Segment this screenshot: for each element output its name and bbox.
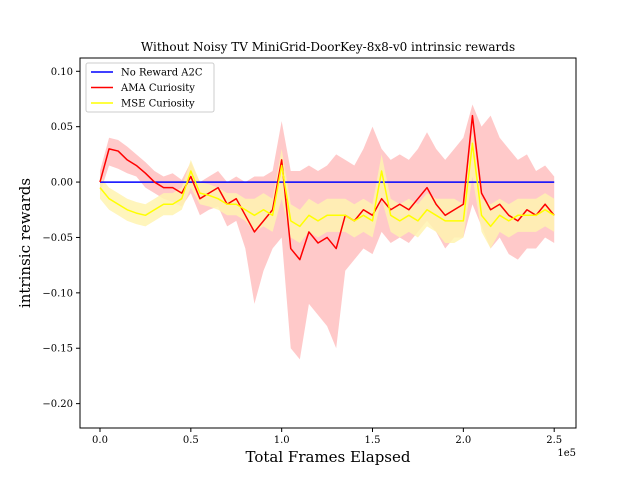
- legend-label-0: No Reward A2C: [121, 68, 203, 79]
- x-axis: 0.0 0.5 1.0 1.5 2.0 2.5: [92, 428, 562, 446]
- series-lines: [99, 114, 555, 261]
- y-tick-label: 0.00: [51, 178, 73, 189]
- plot-area: [79, 57, 577, 429]
- chart-title: Without Noisy TV MiniGrid-DoorKey-8x8-v0…: [141, 40, 515, 54]
- plot-frame: [79, 57, 577, 429]
- y-tick-label: 0.05: [51, 122, 73, 133]
- legend-label-2: MSE Curiosity: [121, 99, 195, 110]
- x-axis-multiplier: 1e5: [557, 448, 576, 459]
- y-tick-label: −0.20: [42, 399, 73, 410]
- x-tick-label: 1.5: [365, 435, 381, 446]
- series-band-2: [99, 132, 555, 249]
- x-tick-label: 0.5: [183, 435, 199, 446]
- x-tick-label: 1.0: [274, 435, 290, 446]
- y-tick-label: −0.15: [42, 344, 73, 355]
- y-axis: 0.10 0.05 0.00 −0.05 −0.10 −0.15 −0.20: [42, 67, 80, 410]
- legend-frame: [85, 62, 215, 113]
- y-tick-label: −0.05: [42, 233, 73, 244]
- y-tick-label: 0.10: [51, 67, 73, 78]
- series-line-1: [99, 114, 555, 261]
- legend-label-1: AMA Curiosity: [120, 83, 195, 94]
- legend: No Reward A2C AMA Curiosity MSE Curiosity: [85, 62, 215, 113]
- x-tick-label: 2.0: [455, 435, 471, 446]
- x-axis-label: Total Frames Elapsed: [246, 448, 411, 466]
- y-axis-label: intrinsic rewards: [16, 178, 34, 308]
- confidence-bands: [99, 104, 555, 360]
- x-tick-label: 0.0: [92, 435, 108, 446]
- y-tick-label: −0.10: [42, 288, 73, 299]
- x-tick-label: 2.5: [546, 435, 562, 446]
- series-band-1: [99, 104, 555, 360]
- series-line-2: [99, 142, 555, 228]
